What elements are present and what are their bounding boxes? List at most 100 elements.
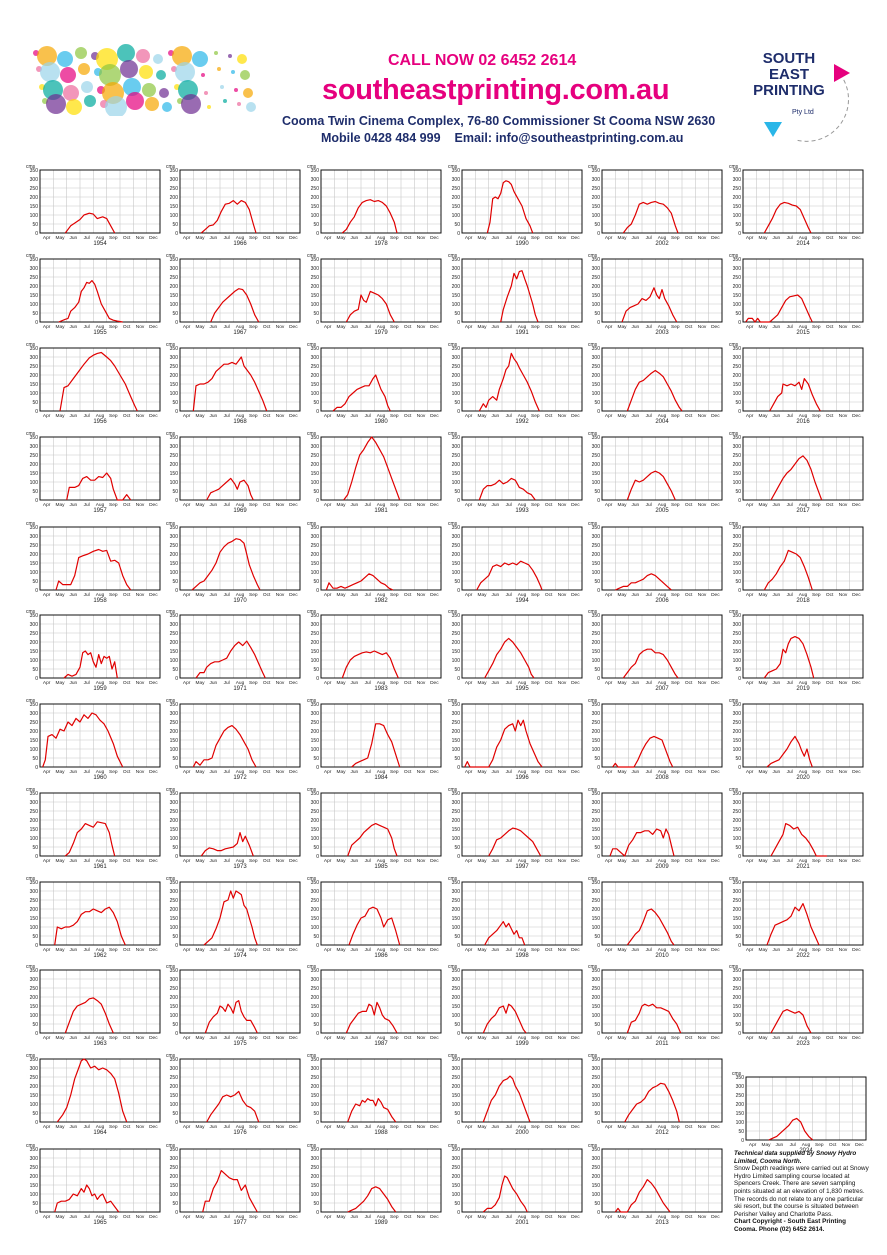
y-tick-label: 150	[733, 1004, 742, 1010]
snow-depth-line-2024	[768, 1117, 814, 1141]
printing-dots-logo	[33, 44, 256, 116]
y-tick-label: 300	[452, 534, 461, 540]
x-tick-label: Apr	[746, 1035, 754, 1041]
x-tick-label: Aug	[236, 413, 245, 419]
x-tick-label: Nov	[276, 502, 285, 508]
y-tick-label: 200	[733, 284, 742, 290]
y-tick-label: 250	[452, 898, 461, 904]
logo-dot	[181, 94, 201, 114]
y-tick-label: 350	[733, 257, 742, 263]
x-tick-label: Nov	[417, 324, 426, 330]
x-tick-label: Oct	[123, 769, 131, 775]
x-tick-label: Jul	[84, 769, 90, 775]
y-tick-label: 300	[733, 177, 742, 183]
y-tick-label: 0	[457, 409, 460, 415]
snow-depth-line-1982	[325, 573, 394, 591]
x-tick-label: Dec	[149, 592, 158, 598]
email-link[interactable]: Email: info@southeastprinting.com.au	[454, 131, 684, 145]
snow-depth-line-2012	[624, 1082, 680, 1123]
y-tick-label: 200	[733, 195, 742, 201]
x-tick-label: Dec	[149, 413, 158, 419]
snow-depth-line-1980	[332, 374, 391, 412]
x-tick-label: Aug	[96, 1035, 105, 1041]
y-tick-label: 300	[733, 800, 742, 806]
y-tick-label: 100	[170, 747, 179, 753]
x-tick-label: Jul	[646, 235, 652, 241]
y-tick-label: 200	[733, 907, 742, 913]
x-tick-label: Jul	[506, 413, 512, 419]
x-tick-label: Apr	[324, 592, 332, 598]
y-tick-label: 0	[35, 320, 38, 326]
x-tick-label: Oct	[685, 947, 693, 953]
y-tick-label: 350	[592, 702, 601, 708]
y-axis-label: cms	[26, 521, 36, 527]
plot-frame	[179, 258, 301, 323]
x-tick-label: Nov	[276, 680, 285, 686]
y-tick-label: 50	[454, 845, 460, 851]
y-tick-label: 0	[316, 1031, 319, 1037]
footnote-title: Technical data supplied by Snowy Hydro L…	[734, 1150, 857, 1165]
y-tick-label: 50	[172, 1201, 178, 1207]
x-tick-label: Dec	[430, 413, 439, 419]
snow-depth-line-1984	[351, 723, 401, 768]
x-tick-label: Sep	[531, 502, 540, 508]
y-tick-label: 150	[592, 382, 601, 388]
snow-depth-line-2016	[769, 378, 821, 412]
logo-dot	[223, 99, 227, 103]
x-tick-label: Jun	[631, 1214, 639, 1220]
chart-year-label: 1979	[374, 330, 388, 336]
snow-depth-line-1972	[192, 725, 257, 768]
y-tick-label: 350	[30, 702, 39, 708]
x-tick-label: Dec	[711, 324, 720, 330]
logo-dot	[84, 95, 96, 107]
y-tick-label: 50	[172, 934, 178, 940]
y-tick-label: 250	[452, 631, 461, 637]
x-tick-label: Sep	[249, 235, 258, 241]
x-tick-label: Nov	[558, 235, 567, 241]
x-tick-label: Nov	[839, 769, 848, 775]
x-tick-label: Jul	[787, 324, 793, 330]
x-tick-label: Oct	[263, 502, 271, 508]
y-tick-label: 250	[170, 631, 179, 637]
x-tick-label: Jun	[69, 1124, 77, 1130]
snow-depth-line-2013	[614, 1179, 671, 1213]
y-axis-label: cms	[307, 253, 317, 259]
x-tick-label: Sep	[671, 413, 680, 419]
y-tick-label: 200	[170, 640, 179, 646]
x-tick-label: Apr	[43, 769, 51, 775]
y-tick-label: 0	[457, 854, 460, 860]
y-tick-label: 300	[311, 711, 320, 717]
y-tick-label: 100	[30, 925, 39, 931]
x-tick-label: Oct	[685, 1124, 693, 1130]
x-tick-label: May	[195, 1214, 205, 1220]
y-tick-label: 350	[733, 702, 742, 708]
website-link[interactable]: southeastprinting.com.au	[322, 74, 670, 106]
y-tick-label: 250	[452, 1075, 461, 1081]
x-tick-label: Sep	[531, 413, 540, 419]
snow-depth-line-1990	[486, 180, 534, 234]
y-tick-label: 50	[172, 756, 178, 762]
x-tick-label: Nov	[417, 947, 426, 953]
x-tick-label: Apr	[324, 1035, 332, 1041]
chart-year-label: 1983	[374, 686, 388, 692]
y-tick-label: 50	[32, 579, 38, 585]
chart-year-label: 1995	[515, 686, 529, 692]
x-tick-label: Jun	[631, 1124, 639, 1130]
x-tick-label: Nov	[276, 858, 285, 864]
y-tick-label: 0	[35, 765, 38, 771]
y-tick-label: 50	[594, 667, 600, 673]
x-tick-label: May	[477, 413, 487, 419]
y-tick-label: 200	[30, 995, 39, 1001]
y-tick-label: 350	[311, 346, 320, 352]
x-tick-label: Dec	[571, 235, 580, 241]
y-tick-label: 250	[592, 275, 601, 281]
y-tick-label: 0	[175, 588, 178, 594]
x-tick-label: Nov	[417, 1124, 426, 1130]
x-tick-label: Aug	[658, 324, 667, 330]
y-tick-label: 300	[592, 622, 601, 628]
plot-frame	[461, 526, 583, 591]
y-tick-label: 250	[311, 543, 320, 549]
y-tick-label: 100	[452, 836, 461, 842]
y-tick-label: 100	[592, 747, 601, 753]
y-tick-label: 350	[170, 791, 179, 797]
